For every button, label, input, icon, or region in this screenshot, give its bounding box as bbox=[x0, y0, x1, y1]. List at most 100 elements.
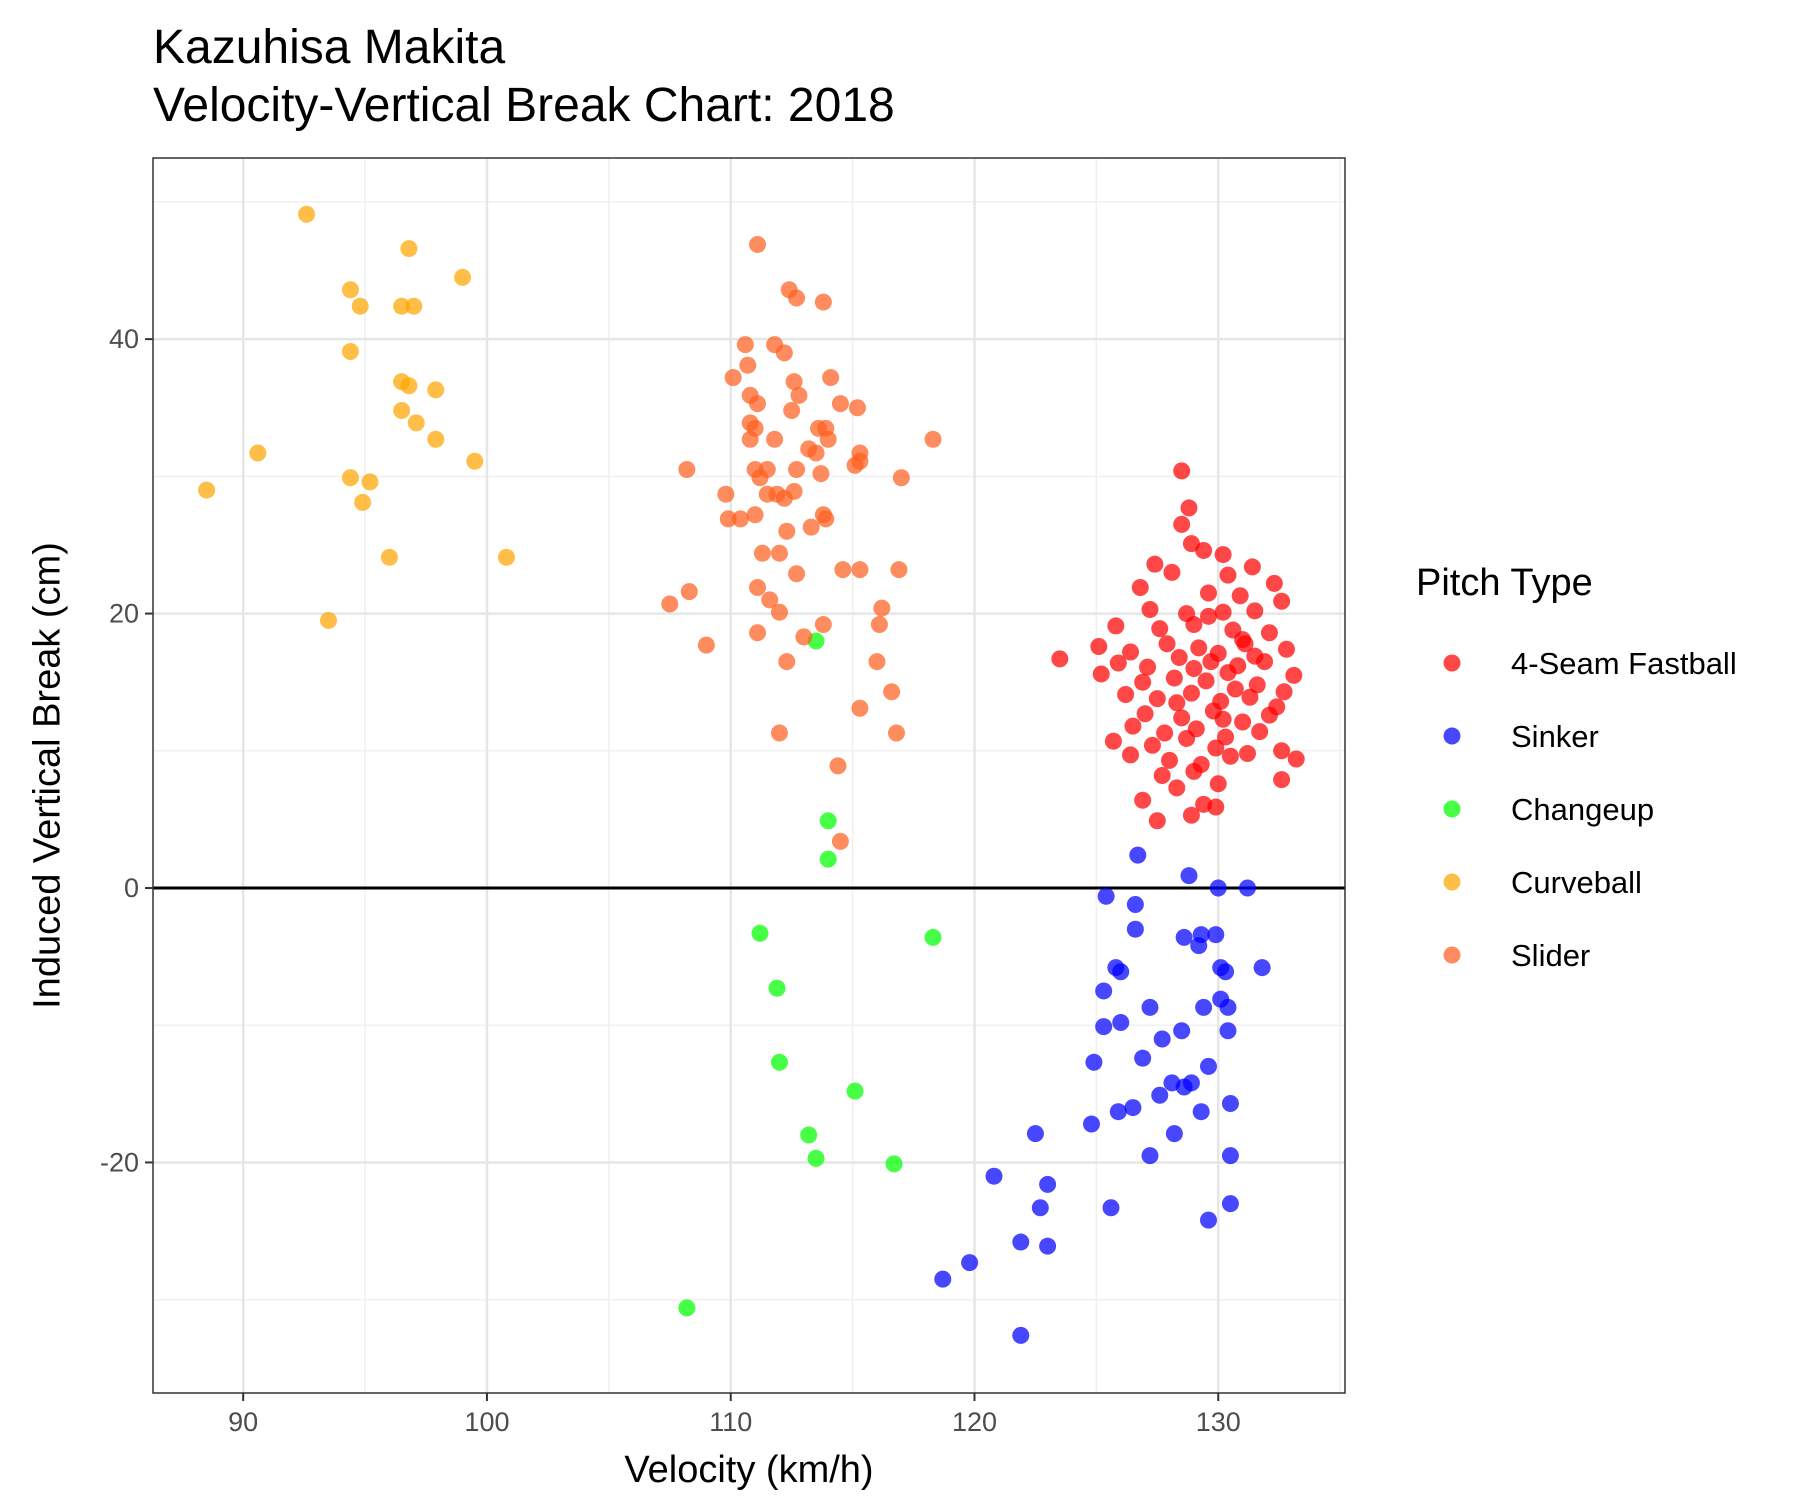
data-point-changeup bbox=[768, 979, 786, 997]
data-point-4-seam-fastball bbox=[1117, 686, 1135, 704]
x-axis-title: Velocity (km/h) bbox=[624, 1449, 873, 1491]
data-point-4-seam-fastball bbox=[1197, 672, 1215, 690]
legend-label: Slider bbox=[1511, 938, 1590, 973]
data-point-slider bbox=[790, 386, 808, 404]
data-point-slider bbox=[831, 395, 849, 413]
data-point-sinker bbox=[1134, 1049, 1152, 1067]
data-point-4-seam-fastball bbox=[1121, 746, 1139, 764]
data-point-slider bbox=[788, 289, 806, 307]
data-point-sinker bbox=[1182, 1074, 1200, 1092]
data-point-slider bbox=[788, 565, 806, 583]
data-point-4-seam-fastball bbox=[1151, 620, 1169, 638]
data-point-slider bbox=[717, 485, 735, 503]
data-point-curveball bbox=[427, 381, 445, 399]
data-point-sinker bbox=[1129, 846, 1147, 864]
data-point-slider bbox=[697, 636, 715, 654]
data-point-sinker bbox=[1039, 1237, 1057, 1255]
data-point-slider bbox=[749, 395, 767, 413]
data-point-curveball bbox=[351, 297, 369, 315]
data-point-sinker bbox=[1217, 963, 1235, 981]
data-point-curveball bbox=[380, 548, 398, 566]
data-point-4-seam-fastball bbox=[1207, 798, 1225, 816]
data-point-slider bbox=[749, 235, 767, 253]
data-point-curveball bbox=[454, 268, 472, 286]
data-point-curveball bbox=[320, 611, 338, 629]
legend-key bbox=[1443, 873, 1461, 891]
data-point-sinker bbox=[1085, 1053, 1103, 1071]
data-point-sinker bbox=[1095, 1018, 1113, 1036]
x-tick-label: 130 bbox=[1196, 1407, 1241, 1437]
data-point-4-seam-fastball bbox=[1107, 617, 1125, 635]
data-point-sinker bbox=[1199, 1057, 1217, 1075]
data-point-curveball bbox=[407, 414, 425, 432]
data-point-curveball bbox=[400, 240, 418, 258]
data-point-4-seam-fastball bbox=[1185, 616, 1203, 634]
data-point-slider bbox=[814, 293, 832, 311]
data-point-4-seam-fastball bbox=[1168, 779, 1186, 797]
data-point-slider bbox=[724, 369, 742, 387]
data-point-sinker bbox=[934, 1270, 952, 1288]
data-point-4-seam-fastball bbox=[1285, 666, 1303, 684]
y-tick-label: 0 bbox=[124, 873, 139, 903]
legend-items: 4-Seam Fastball Sinker Changeup Curveball Sl… bbox=[1443, 646, 1737, 973]
data-point-4-seam-fastball bbox=[1214, 603, 1232, 621]
data-point-sinker bbox=[1192, 1103, 1210, 1121]
data-point-4-seam-fastball bbox=[1273, 742, 1291, 760]
legend: Pitch Type 4-Seam Fastball Sinker Changeup… bbox=[1416, 562, 1737, 973]
data-point-slider bbox=[746, 506, 764, 524]
data-point-4-seam-fastball bbox=[1260, 706, 1278, 724]
data-point-slider bbox=[719, 510, 737, 528]
data-point-slider bbox=[819, 430, 837, 448]
data-point-curveball bbox=[249, 444, 267, 462]
data-point-sinker bbox=[1151, 1086, 1169, 1104]
legend-label: Sinker bbox=[1511, 719, 1599, 754]
data-point-slider bbox=[778, 653, 796, 671]
data-point-4-seam-fastball bbox=[1273, 592, 1291, 610]
plot-panel-border bbox=[152, 157, 1346, 1394]
data-point-sinker bbox=[1221, 1147, 1239, 1165]
data-point-slider bbox=[822, 369, 840, 387]
data-point-curveball bbox=[354, 493, 372, 511]
data-point-slider bbox=[873, 599, 891, 617]
data-point-slider bbox=[751, 469, 769, 487]
data-point-4-seam-fastball bbox=[1153, 767, 1171, 784]
legend-title: Pitch Type bbox=[1416, 562, 1593, 604]
data-point-slider bbox=[802, 518, 820, 536]
data-point-sinker bbox=[1012, 1326, 1030, 1344]
data-point-4-seam-fastball bbox=[1143, 736, 1161, 754]
data-point-curveball bbox=[341, 342, 359, 360]
legend-key bbox=[1443, 654, 1461, 672]
data-point-changeup bbox=[800, 1126, 818, 1144]
data-point-4-seam-fastball bbox=[1109, 654, 1127, 672]
data-point-changeup bbox=[751, 924, 769, 942]
data-point-4-seam-fastball bbox=[1180, 499, 1198, 517]
data-point-slider bbox=[770, 724, 788, 742]
data-point-4-seam-fastball bbox=[1246, 602, 1264, 620]
data-point-slider bbox=[741, 430, 759, 448]
data-point-4-seam-fastball bbox=[1241, 688, 1259, 706]
data-point-4-seam-fastball bbox=[1090, 638, 1108, 656]
data-point-4-seam-fastball bbox=[1234, 631, 1252, 649]
data-point-sinker bbox=[1126, 920, 1144, 938]
data-point-slider bbox=[851, 561, 869, 579]
data-point-curveball bbox=[400, 377, 418, 395]
x-tick-label: 100 bbox=[464, 1407, 509, 1437]
data-point-sinker bbox=[1253, 959, 1271, 977]
data-point-sinker bbox=[1190, 937, 1208, 955]
data-point-4-seam-fastball bbox=[1160, 751, 1178, 769]
data-point-4-seam-fastball bbox=[1141, 600, 1159, 618]
data-point-4-seam-fastball bbox=[1219, 566, 1237, 584]
data-point-slider bbox=[739, 356, 757, 374]
data-point-4-seam-fastball bbox=[1195, 541, 1213, 559]
data-point-4-seam-fastball bbox=[1273, 771, 1291, 789]
data-point-curveball bbox=[341, 281, 359, 299]
data-point-sinker bbox=[1126, 895, 1144, 913]
data-point-slider bbox=[848, 399, 866, 417]
y-tick-label: 20 bbox=[109, 599, 139, 629]
data-point-4-seam-fastball bbox=[1092, 665, 1110, 683]
data-point-slider bbox=[829, 757, 847, 775]
data-point-4-seam-fastball bbox=[1182, 806, 1200, 824]
data-point-4-seam-fastball bbox=[1260, 624, 1278, 642]
data-point-4-seam-fastball bbox=[1207, 739, 1225, 757]
data-point-4-seam-fastball bbox=[1182, 684, 1200, 702]
